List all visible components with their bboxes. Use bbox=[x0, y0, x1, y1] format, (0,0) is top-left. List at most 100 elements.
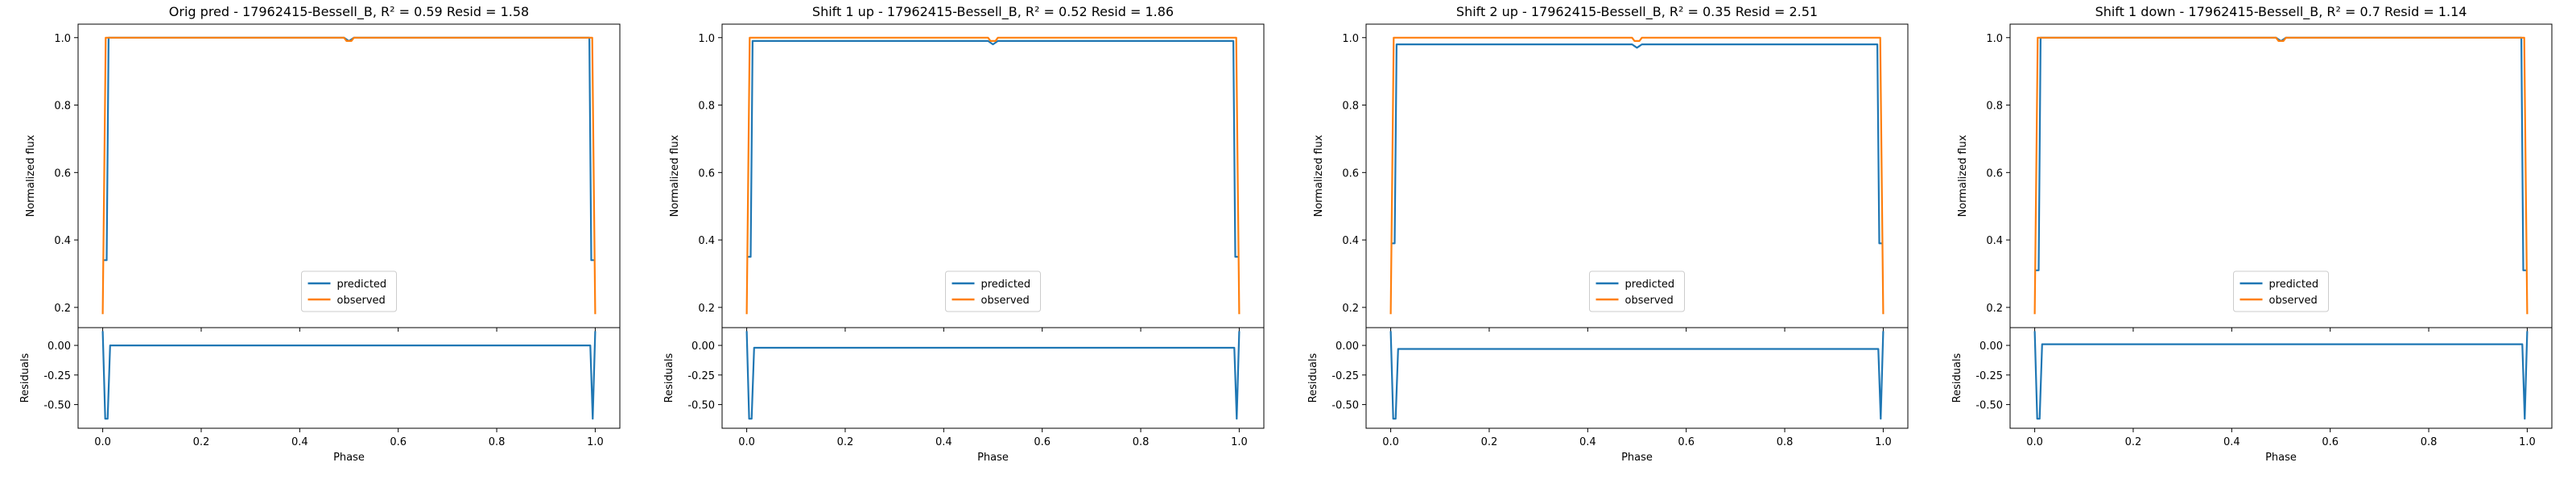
y-tick-label: 1.0 bbox=[1342, 33, 1359, 45]
legend-label-predicted: predicted bbox=[1625, 279, 1675, 291]
x-tick-label: 1.0 bbox=[587, 436, 604, 448]
y-axis-label: Normalized flux bbox=[25, 134, 37, 217]
y-tick-label: 1.0 bbox=[1986, 33, 2003, 45]
chart-title: Shift 2 up - 17962415-Bessell_B, R² = 0.… bbox=[1456, 4, 1818, 20]
series-line-observed bbox=[2033, 36, 2529, 315]
y-tick-label: 0.2 bbox=[1986, 303, 2003, 315]
legend-label-predicted: predicted bbox=[337, 279, 387, 291]
legend-label-observed: observed bbox=[1625, 295, 1674, 307]
y-tick-label: 0.00 bbox=[1335, 341, 1359, 353]
y-tick-label: 0.6 bbox=[698, 167, 715, 180]
series-line-observed bbox=[1389, 36, 1885, 315]
legend-label-predicted: predicted bbox=[981, 279, 1031, 291]
y-tick-label: 0.4 bbox=[698, 235, 715, 247]
chart-panel-1: Orig pred - 17962415-Bessell_B, R² = 0.5… bbox=[19, 4, 621, 464]
chart-panel-2: Shift 1 up - 17962415-Bessell_B, R² = 0.… bbox=[663, 4, 1265, 464]
x-tick-label: 0.0 bbox=[1382, 436, 1399, 448]
x-tick-label: 0.0 bbox=[2026, 436, 2043, 448]
y-axis-label: Residuals bbox=[1307, 353, 1319, 402]
x-tick-label: 0.4 bbox=[291, 436, 308, 448]
y-tick-label: 0.2 bbox=[54, 303, 71, 315]
y-tick-label: -0.50 bbox=[1331, 400, 1359, 412]
series-line-predicted bbox=[2034, 36, 2528, 271]
y-tick-label: 0.00 bbox=[1979, 341, 2003, 353]
y-tick-label: -0.50 bbox=[687, 400, 715, 412]
legend: predicted observed bbox=[301, 270, 397, 312]
x-tick-label: 1.0 bbox=[2519, 436, 2536, 448]
legend-label-observed: observed bbox=[2269, 295, 2318, 307]
series-line-observed bbox=[101, 36, 597, 315]
y-tick-label: 1.0 bbox=[698, 33, 715, 45]
legend: predicted observed bbox=[2233, 270, 2329, 312]
x-axis-label: Phase bbox=[2265, 452, 2297, 464]
legend-box bbox=[301, 270, 397, 312]
x-tick-label: 1.0 bbox=[1875, 436, 1892, 448]
series-line-predicted bbox=[102, 36, 596, 262]
y-axis-label: Normalized flux bbox=[1313, 134, 1325, 217]
legend: predicted observed bbox=[945, 270, 1041, 312]
y-tick-label: 0.2 bbox=[1342, 303, 1359, 315]
x-tick-label: 0.2 bbox=[1481, 436, 1498, 448]
chart-title: Orig pred - 17962415-Bessell_B, R² = 0.5… bbox=[169, 4, 529, 20]
x-tick-label: 0.2 bbox=[2125, 436, 2142, 448]
y-tick-label: 0.8 bbox=[54, 101, 71, 113]
y-tick-label: 0.6 bbox=[1342, 167, 1359, 180]
chart-title: Shift 1 up - 17962415-Bessell_B, R² = 0.… bbox=[812, 4, 1174, 20]
y-tick-label: 1.0 bbox=[54, 33, 71, 45]
x-tick-label: 0.6 bbox=[390, 436, 407, 448]
y-axis-label: Residuals bbox=[1951, 353, 1963, 402]
chart-title: Shift 1 down - 17962415-Bessell_B, R² = … bbox=[2095, 4, 2467, 20]
chart-panel-4: Shift 1 down - 17962415-Bessell_B, R² = … bbox=[1951, 4, 2553, 464]
x-tick-label: 0.6 bbox=[1678, 436, 1695, 448]
x-tick-label: 0.0 bbox=[738, 436, 755, 448]
y-tick-label: -0.25 bbox=[1975, 370, 2003, 382]
x-tick-label: 0.8 bbox=[1133, 436, 1150, 448]
series-line-residual bbox=[745, 331, 1241, 420]
x-tick-label: 0.4 bbox=[2223, 436, 2240, 448]
x-axis-label: Phase bbox=[333, 452, 365, 464]
x-tick-label: 1.0 bbox=[1231, 436, 1248, 448]
y-tick-label: 0.8 bbox=[698, 101, 715, 113]
series-line-observed bbox=[745, 36, 1241, 315]
bottom-axes-frame bbox=[77, 327, 621, 429]
x-tick-label: 0.0 bbox=[94, 436, 111, 448]
x-tick-label: 0.2 bbox=[837, 436, 854, 448]
series-line-predicted bbox=[1390, 43, 1884, 245]
bottom-axes-frame bbox=[2009, 327, 2553, 429]
y-tick-label: 0.8 bbox=[1342, 101, 1359, 113]
x-axis-label: Phase bbox=[977, 452, 1009, 464]
y-axis-label: Residuals bbox=[663, 353, 675, 402]
y-tick-label: -0.25 bbox=[1331, 370, 1359, 382]
legend-label-predicted: predicted bbox=[2269, 279, 2319, 291]
chart-panel-3: Shift 2 up - 17962415-Bessell_B, R² = 0.… bbox=[1307, 4, 1909, 464]
y-tick-label: -0.25 bbox=[687, 370, 715, 382]
legend-box bbox=[2233, 270, 2329, 312]
y-axis-label: Residuals bbox=[19, 353, 31, 402]
x-tick-label: 0.2 bbox=[193, 436, 210, 448]
y-tick-label: 0.4 bbox=[54, 235, 71, 247]
x-axis-label: Phase bbox=[1621, 452, 1653, 464]
y-tick-label: 0.8 bbox=[1986, 101, 2003, 113]
series-line-predicted bbox=[746, 39, 1240, 258]
legend-box bbox=[1589, 270, 1685, 312]
bottom-axes-frame bbox=[1365, 327, 1909, 429]
y-axis-label: Normalized flux bbox=[1957, 134, 1969, 217]
x-tick-label: 0.6 bbox=[1034, 436, 1051, 448]
y-tick-label: -0.25 bbox=[43, 370, 71, 382]
x-tick-label: 0.8 bbox=[1777, 436, 1794, 448]
y-tick-label: -0.50 bbox=[1975, 400, 2003, 412]
y-tick-label: -0.50 bbox=[43, 400, 71, 412]
legend-label-observed: observed bbox=[981, 295, 1030, 307]
y-tick-label: 0.2 bbox=[698, 303, 715, 315]
x-tick-label: 0.8 bbox=[2421, 436, 2438, 448]
series-line-residual bbox=[1389, 331, 1885, 420]
series-line-residual bbox=[2033, 331, 2529, 420]
series-line-residual bbox=[101, 331, 597, 420]
x-tick-label: 0.6 bbox=[2322, 436, 2339, 448]
x-tick-label: 0.4 bbox=[935, 436, 952, 448]
y-tick-label: 0.00 bbox=[47, 341, 71, 353]
legend-label-observed: observed bbox=[337, 295, 386, 307]
y-tick-label: 0.4 bbox=[1342, 235, 1359, 247]
legend-box bbox=[945, 270, 1041, 312]
